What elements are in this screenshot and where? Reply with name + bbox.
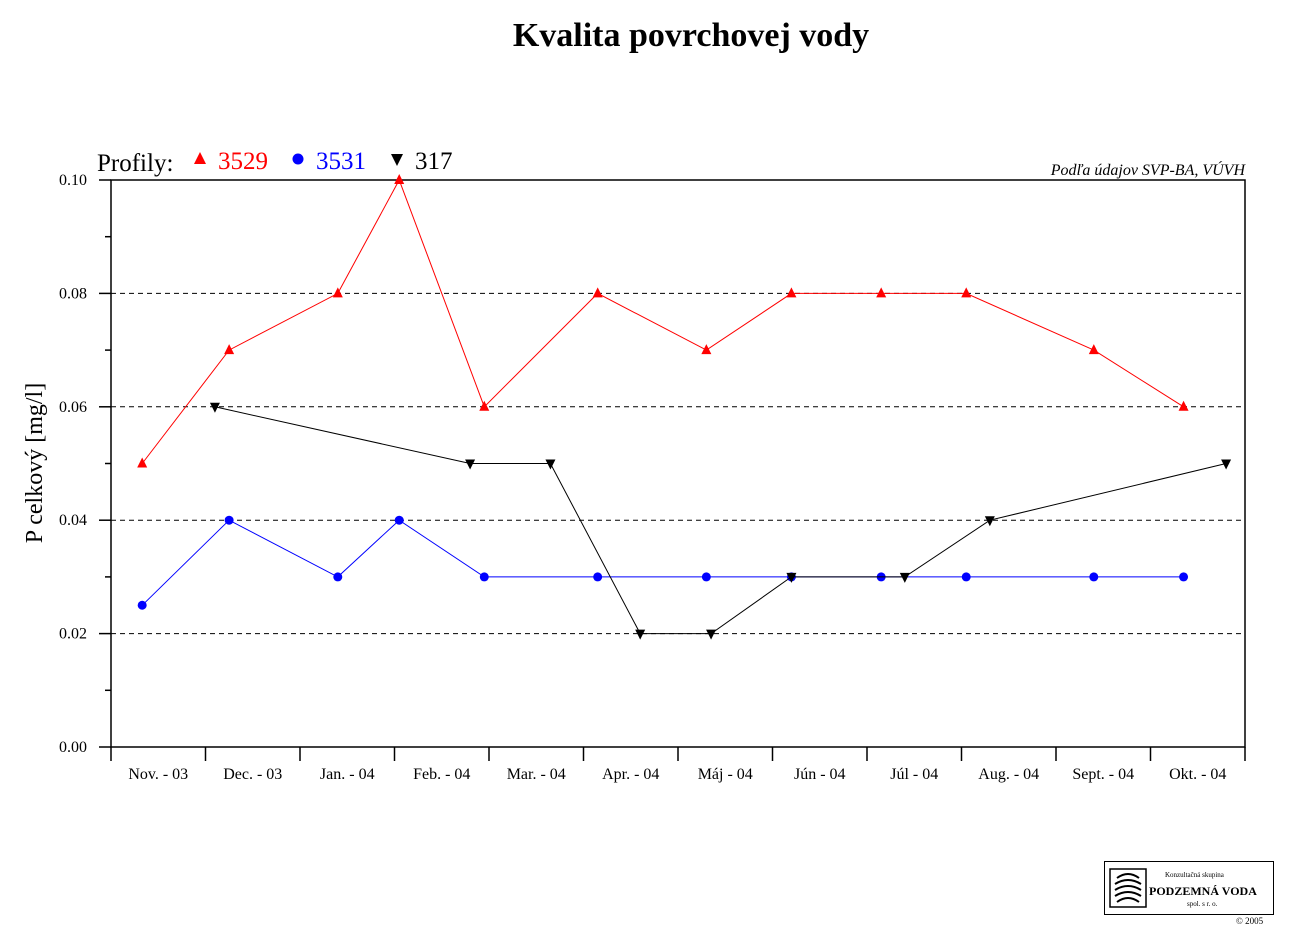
data-point: [224, 344, 235, 355]
data-point: [961, 572, 971, 582]
data-point: [1089, 572, 1099, 582]
x-tick-label: Jan. - 04: [320, 766, 375, 783]
x-tick-label: Nov. - 03: [128, 766, 188, 783]
y-tick-label: 0.00: [59, 739, 87, 756]
y-tick-label: 0.06: [59, 399, 87, 416]
data-point: [465, 459, 476, 470]
copyright-text: © 2005: [1236, 916, 1264, 926]
data-point: [592, 287, 603, 298]
x-tick-label: Mar. - 04: [507, 766, 566, 783]
data-point: [706, 629, 717, 640]
series-3529: [137, 174, 1189, 468]
data-point: [224, 515, 234, 525]
data-point: [635, 629, 646, 640]
wave-logo-icon: [1109, 868, 1147, 908]
data-point: [1178, 400, 1189, 411]
y-tick-label: 0.04: [59, 512, 87, 529]
series-line: [141, 178, 1184, 464]
legend-marker: [391, 154, 403, 166]
data-point: [332, 287, 343, 298]
legend-label: 3531: [316, 148, 366, 175]
data-point: [333, 572, 343, 582]
x-tick-label: Sept. - 04: [1072, 766, 1134, 783]
data-point: [209, 402, 220, 413]
y-axis-label: P celkový [mg/l]: [22, 383, 48, 543]
logo-line-1: Konzultačná skupina: [1165, 871, 1224, 879]
data-point: [961, 287, 972, 298]
data-point: [1179, 572, 1189, 582]
data-point: [479, 572, 489, 582]
source-note: Podľa údajov SVP-BA, VÚVH: [1050, 160, 1247, 179]
data-point: [701, 572, 711, 582]
series-3531: [137, 515, 1189, 610]
data-point: [984, 516, 995, 527]
data-point: [394, 174, 405, 184]
logo-line-3: spol. s r. o.: [1187, 900, 1218, 908]
x-tick-label: Okt. - 04: [1169, 766, 1226, 783]
x-tick-label: Máj - 04: [698, 766, 753, 783]
company-logo: Konzultačná skupina PODZEMNÁ VODA spol. …: [1104, 861, 1274, 915]
y-tick-label: 0.08: [59, 285, 87, 302]
data-point: [545, 459, 556, 470]
x-tick-label: Aug. - 04: [978, 766, 1039, 783]
data-point: [1088, 344, 1099, 355]
logo-line-2: PODZEMNÁ VODA: [1149, 884, 1257, 898]
data-point: [701, 344, 712, 355]
series-line: [141, 519, 1184, 606]
legend-label: 3529: [218, 148, 268, 175]
data-point: [899, 572, 910, 583]
data-point: [1221, 459, 1232, 470]
x-tick-label: Dec. - 03: [223, 766, 282, 783]
data-point: [394, 515, 404, 525]
gridlines: [111, 292, 1245, 635]
x-tick-label: Júl - 04: [890, 766, 938, 783]
chart-title: Kvalita povrchovej vody: [513, 17, 869, 54]
legend-label: 317: [415, 148, 453, 175]
series-layer: [137, 174, 1232, 640]
x-tick-label: Jún - 04: [794, 766, 846, 783]
y-tick-label: 0.02: [59, 626, 87, 643]
data-point: [786, 572, 797, 583]
data-point: [137, 600, 147, 610]
legend-marker: [194, 152, 206, 164]
data-point: [876, 287, 887, 298]
x-axis: Nov. - 03 Dec. - 03 Jan. - 04 Feb. - 04 Mar.…: [110, 747, 1246, 783]
x-tick-label: Feb. - 04: [413, 766, 470, 783]
legend: Profily: 3529 3531 317: [97, 148, 453, 177]
data-point: [786, 287, 797, 298]
data-point: [593, 572, 603, 582]
legend-prefix: Profily:: [97, 150, 173, 177]
y-tick-label: 0.10: [59, 172, 87, 189]
legend-marker: [292, 153, 304, 165]
data-point: [479, 400, 490, 411]
data-point: [137, 457, 148, 468]
series-317: [209, 402, 1232, 640]
x-tick-label: Apr. - 04: [602, 766, 659, 783]
y-axis: 0.00 0.02 0.04 0.06 0.08 0.10: [59, 172, 111, 756]
plot-frame: [110, 179, 1246, 748]
